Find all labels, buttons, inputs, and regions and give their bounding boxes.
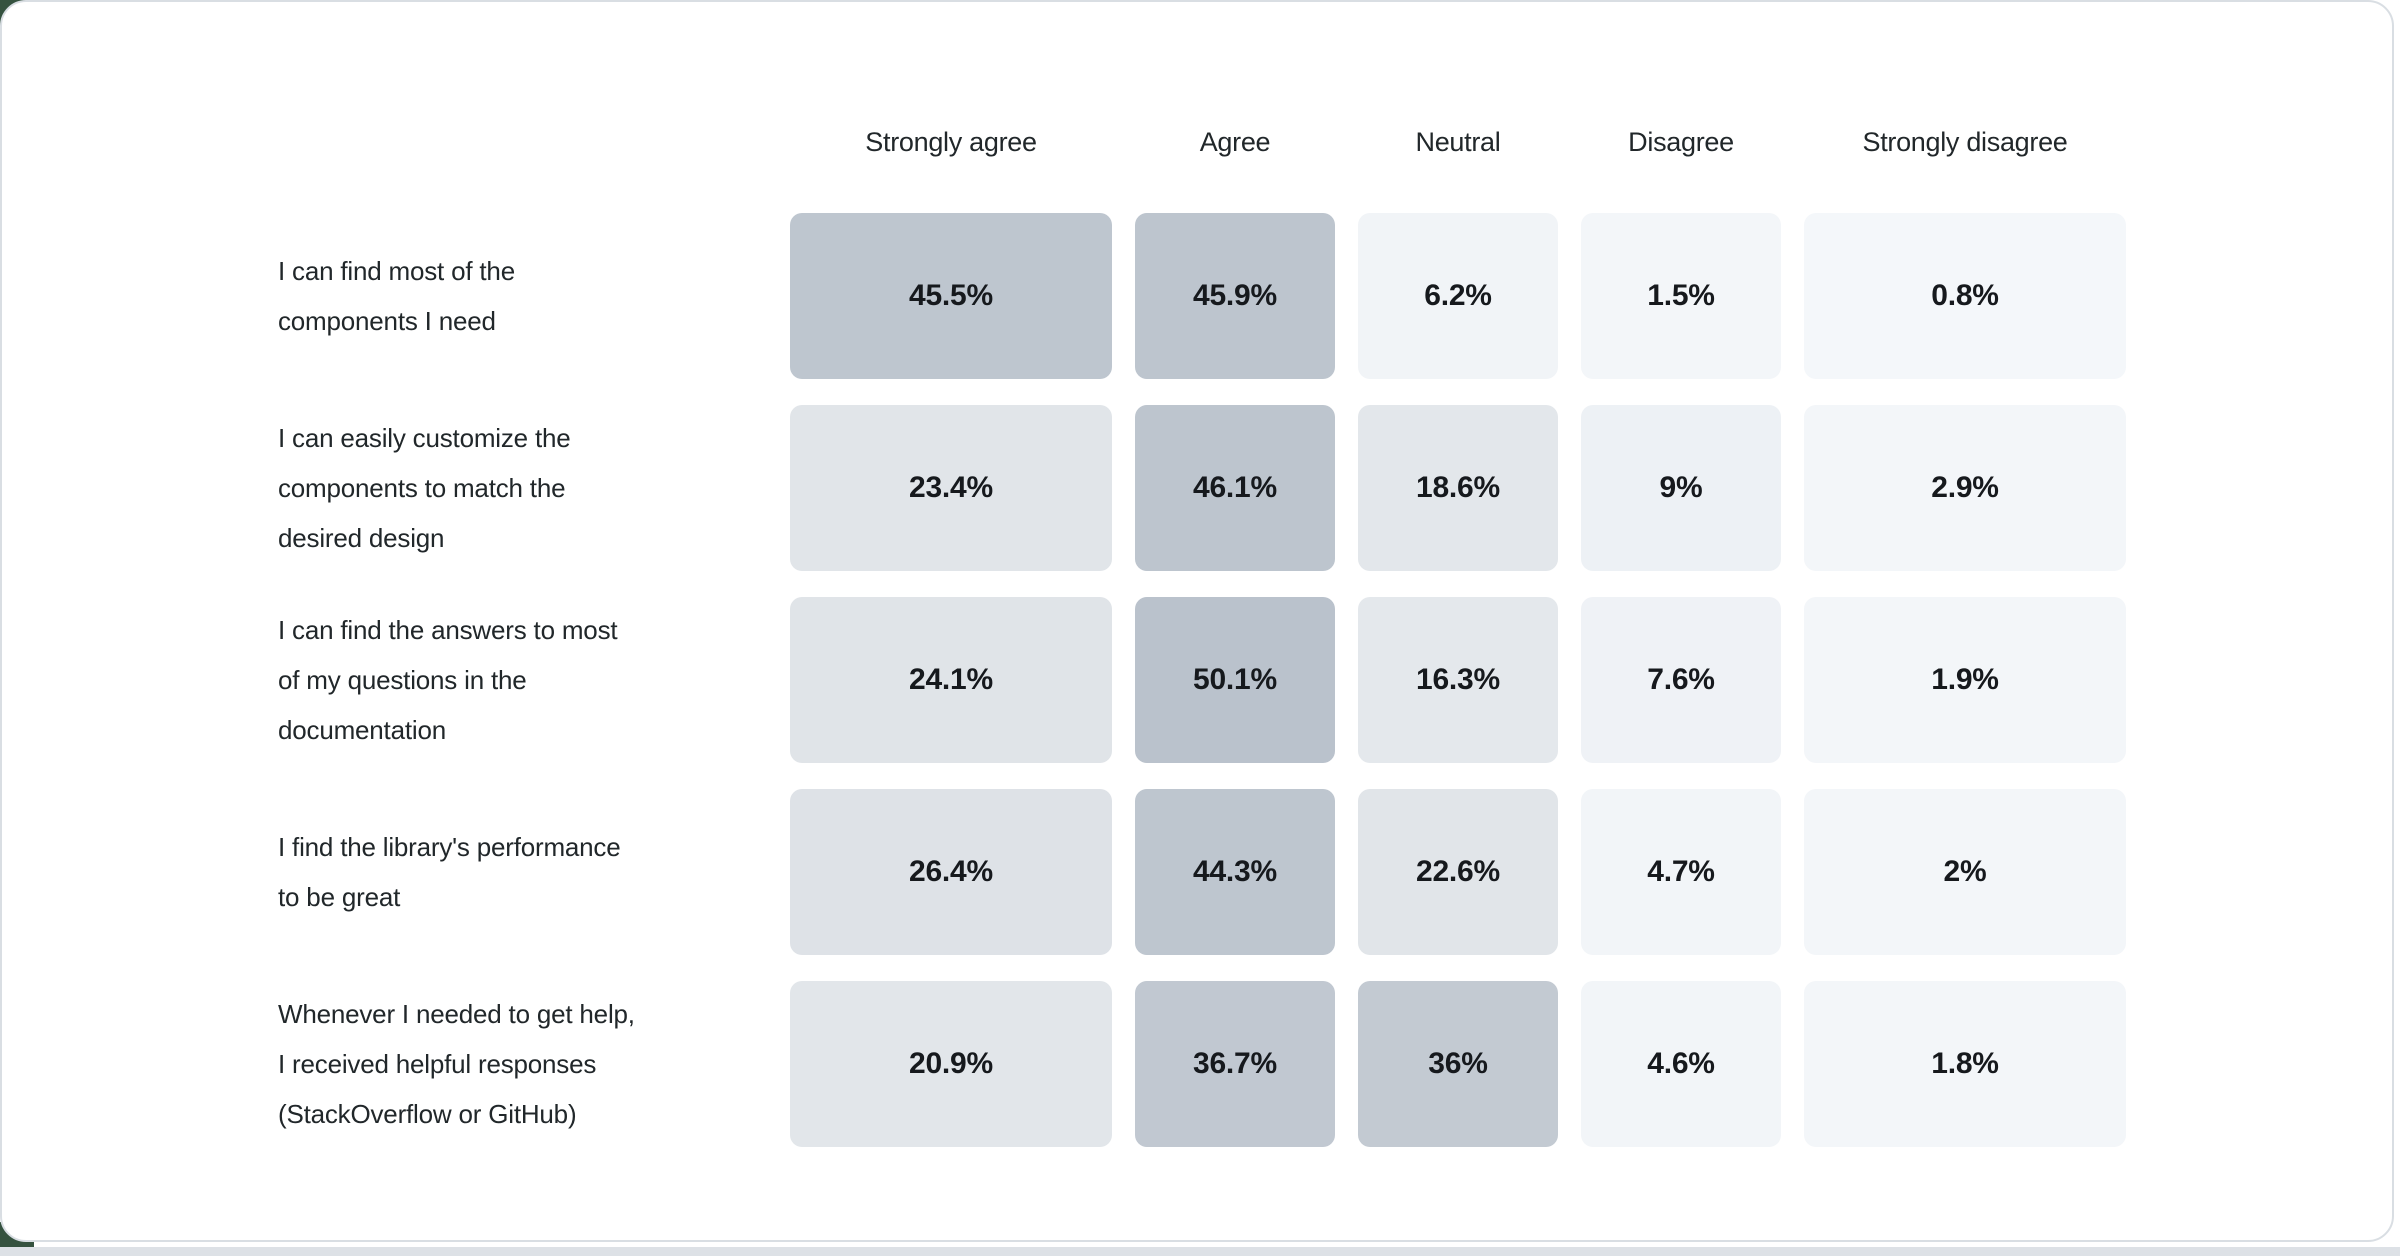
heatmap-cell: 1.9%: [1804, 597, 2126, 763]
heatmap-cell: 9%: [1581, 405, 1781, 571]
heatmap-cell: 2%: [1804, 789, 2126, 955]
cell-value: 2%: [1943, 855, 1987, 888]
heatmap-cell: 50.1%: [1135, 597, 1335, 763]
cell-value: 6.2%: [1424, 279, 1492, 312]
row-label: I can find most of the components I need: [278, 256, 515, 336]
cell-value: 7.6%: [1647, 663, 1715, 696]
cell-value: 36%: [1428, 1047, 1488, 1080]
heatmap-cell: 0.8%: [1804, 213, 2126, 379]
heatmap-cell: 2.9%: [1804, 405, 2126, 571]
heatmap-cell: 1.5%: [1581, 213, 1781, 379]
heatmap-cell: 4.7%: [1581, 789, 1781, 955]
heatmap-cell: 18.6%: [1358, 405, 1558, 571]
heatmap-cell: 36.7%: [1135, 981, 1335, 1147]
cell-value: 4.6%: [1647, 1047, 1715, 1080]
cell-value: 24.1%: [908, 663, 994, 696]
column-header-strongly-disagree: Strongly disagree: [1862, 126, 2068, 157]
heatmap-cell: 26.4%: [790, 789, 1112, 955]
cell-value: 50.1%: [1192, 663, 1278, 696]
heatmap-cell: 6.2%: [1358, 213, 1558, 379]
cell-value: 1.8%: [1931, 1047, 1999, 1080]
column-header-strongly-agree: Strongly agree: [865, 126, 1037, 157]
row-label: Whenever I needed to get help, I receive…: [278, 999, 635, 1129]
row-label: I can find the answers to most of my que…: [278, 615, 618, 745]
heatmap-cell: 23.4%: [790, 405, 1112, 571]
cell-value: 45.9%: [1192, 279, 1278, 312]
heatmap-cell: 4.6%: [1581, 981, 1781, 1147]
cell-value: 36.7%: [1192, 1047, 1278, 1080]
heatmap-cell: 20.9%: [790, 981, 1112, 1147]
cell-value: 4.7%: [1647, 855, 1715, 888]
heatmap-cell: 1.8%: [1804, 981, 2126, 1147]
column-header-agree: Agree: [1199, 126, 1271, 157]
heatmap-cell: 24.1%: [790, 597, 1112, 763]
heatmap-cell: 36%: [1358, 981, 1558, 1147]
row-label: I find the library's performance to be g…: [278, 832, 621, 912]
cell-value: 2.9%: [1931, 471, 1999, 504]
heatmap-cell: 46.1%: [1135, 405, 1335, 571]
cell-value: 45.5%: [908, 279, 994, 312]
cell-value: 26.4%: [908, 855, 994, 888]
header-corner-blank: [278, 97, 767, 187]
cell-value: 18.6%: [1415, 471, 1501, 504]
cell-value: 1.5%: [1647, 279, 1715, 312]
row-label: I can easily customize the components to…: [278, 423, 571, 553]
cell-value: 1.9%: [1931, 663, 1999, 696]
heatmap-cell: 16.3%: [1358, 597, 1558, 763]
heatmap-cell: 22.6%: [1358, 789, 1558, 955]
column-header-neutral: Neutral: [1415, 126, 1501, 157]
cell-value: 20.9%: [908, 1047, 994, 1080]
heatmap-cell: 45.9%: [1135, 213, 1335, 379]
cell-value: 16.3%: [1415, 663, 1501, 696]
cell-value: 46.1%: [1192, 471, 1278, 504]
cell-value: 44.3%: [1192, 855, 1278, 888]
cell-value: 22.6%: [1415, 855, 1501, 888]
column-header-disagree: Disagree: [1628, 126, 1734, 157]
cell-value: 9%: [1659, 471, 1703, 504]
heatmap-cell: 7.6%: [1581, 597, 1781, 763]
likert-heatmap-table: Strongly agree Agree Neutral Disagree Strong…: [278, 97, 2126, 1147]
heatmap-cell: 45.5%: [790, 213, 1112, 379]
cell-value: 23.4%: [908, 471, 994, 504]
bottom-edge-strip: [0, 1247, 2400, 1256]
heatmap-cell: 44.3%: [1135, 789, 1335, 955]
cell-value: 0.8%: [1931, 279, 1999, 312]
